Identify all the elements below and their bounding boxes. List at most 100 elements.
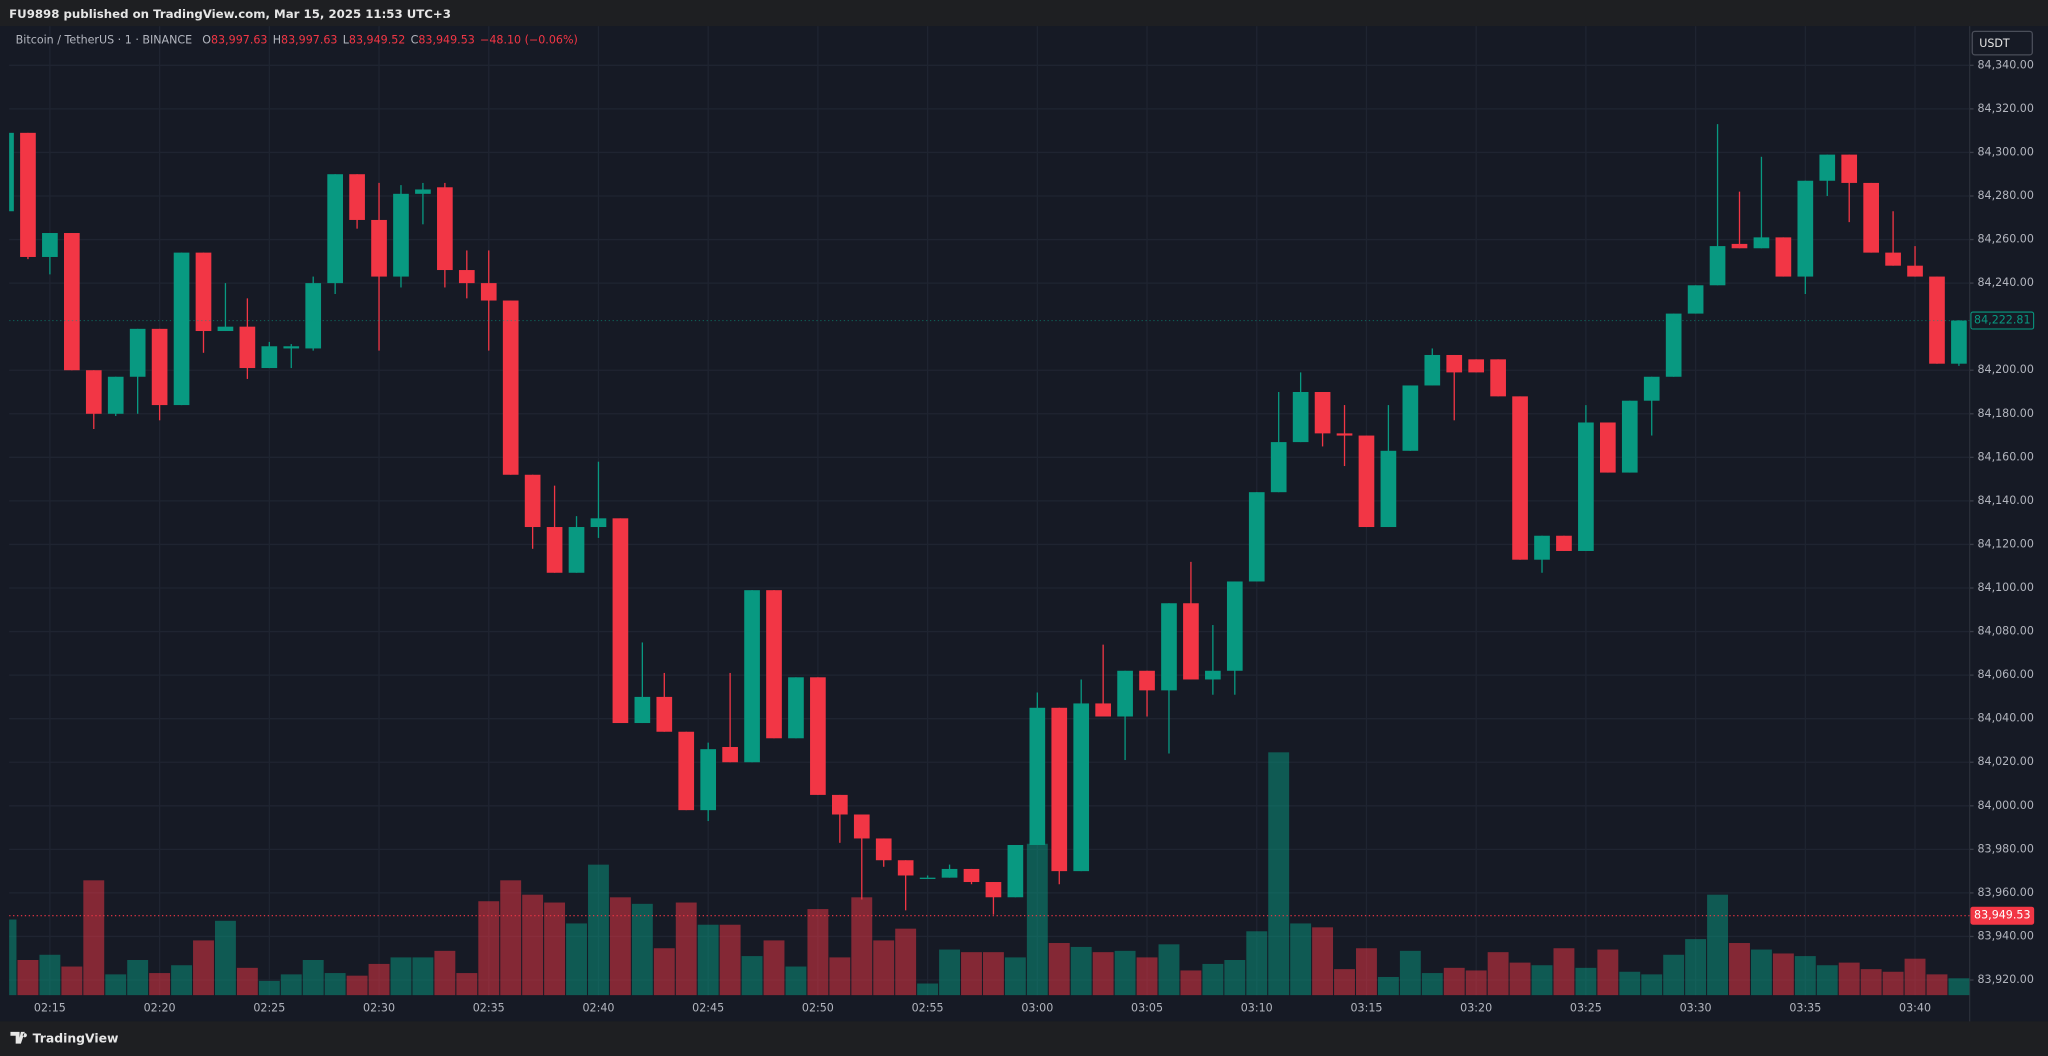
volume-bar bbox=[1926, 974, 1948, 996]
candle-body bbox=[1841, 154, 1858, 183]
candle-body bbox=[415, 189, 431, 194]
candle-body bbox=[1424, 354, 1441, 386]
volume-bar bbox=[478, 901, 500, 996]
volume-bar bbox=[741, 956, 763, 996]
candle-body bbox=[1095, 703, 1111, 717]
candle-body bbox=[590, 518, 607, 528]
candle-body bbox=[1161, 603, 1177, 691]
candle-body bbox=[1402, 385, 1419, 451]
volume-bar bbox=[522, 894, 544, 996]
candle-body bbox=[480, 283, 497, 301]
bottom-bar bbox=[0, 1021, 2048, 1056]
legend-change: −48.10 (−0.06%) bbox=[480, 33, 578, 46]
volume-bar bbox=[1619, 971, 1641, 996]
candle-body bbox=[1621, 400, 1638, 473]
header: FU9898 published on TradingView.com, Mar… bbox=[9, 7, 451, 21]
candle-body bbox=[832, 794, 848, 815]
x-tick-label: 02:20 bbox=[144, 1001, 176, 1014]
top-bar bbox=[0, 0, 2048, 27]
volume-bar bbox=[851, 897, 873, 996]
x-tick-label: 03:15 bbox=[1350, 1001, 1382, 1014]
candle-body bbox=[1819, 154, 1836, 181]
candle-body bbox=[568, 527, 585, 573]
volume-bar bbox=[1794, 956, 1816, 996]
candle-body bbox=[305, 283, 322, 349]
volume-bar bbox=[280, 974, 302, 996]
volume-bar bbox=[1707, 894, 1728, 996]
candle-body bbox=[1929, 276, 1945, 364]
volume-bar bbox=[719, 924, 741, 996]
candle-body bbox=[20, 132, 36, 257]
candle-body bbox=[1468, 359, 1485, 373]
y-tick-label: 84,280.00 bbox=[1977, 189, 2033, 202]
candle-body bbox=[1314, 392, 1331, 434]
x-tick-label: 02:55 bbox=[912, 1001, 944, 1014]
candle-body bbox=[853, 814, 870, 839]
volume-bar bbox=[214, 920, 236, 996]
y-tick-label: 84,020.00 bbox=[1977, 755, 2033, 768]
volume-bar bbox=[434, 950, 456, 996]
x-tick-label: 03:00 bbox=[1021, 1001, 1053, 1014]
volume-bar bbox=[1268, 752, 1290, 996]
y-tick-label: 84,260.00 bbox=[1977, 233, 2033, 246]
y-tick-label: 84,000.00 bbox=[1977, 799, 2033, 812]
volume-bar bbox=[1597, 949, 1619, 996]
volume-bar bbox=[1882, 971, 1904, 996]
y-tick-label: 84,140.00 bbox=[1977, 494, 2033, 507]
volume-bar bbox=[1772, 953, 1794, 996]
candle-body bbox=[788, 677, 804, 739]
volume-bar bbox=[1641, 974, 1663, 996]
volume-bar bbox=[127, 960, 149, 996]
volume-bar bbox=[17, 960, 39, 996]
candle-body bbox=[810, 677, 826, 795]
y-tick-label: 84,300.00 bbox=[1977, 145, 2033, 158]
y-tick-label: 84,180.00 bbox=[1977, 407, 2033, 420]
y-tick-label: 83,920.00 bbox=[1977, 973, 2033, 986]
candle-body bbox=[1687, 285, 1704, 314]
x-tick-label: 02:50 bbox=[802, 1001, 834, 1014]
y-tick-label: 84,320.00 bbox=[1977, 102, 2033, 115]
legend-key: H bbox=[273, 33, 281, 46]
candle-body bbox=[1665, 313, 1682, 377]
candle-body bbox=[897, 860, 914, 876]
y-tick-label: 84,120.00 bbox=[1977, 537, 2033, 550]
y-tick-label: 84,080.00 bbox=[1977, 625, 2033, 638]
volume-bar bbox=[1750, 949, 1772, 996]
candle-body bbox=[1226, 581, 1243, 671]
candle-body bbox=[941, 868, 958, 878]
volume-bar bbox=[1092, 952, 1114, 996]
volume-bar bbox=[61, 966, 83, 996]
candle-body bbox=[678, 731, 695, 811]
brand-logo bbox=[10, 1031, 27, 1044]
candle-body bbox=[612, 518, 629, 724]
candle-body bbox=[1139, 670, 1155, 691]
volume-bar bbox=[1663, 954, 1685, 996]
volume-bar bbox=[1158, 944, 1180, 996]
volume-bar bbox=[193, 940, 214, 996]
x-tick-label: 02:15 bbox=[34, 1001, 66, 1014]
candle-body bbox=[875, 838, 892, 861]
y-tick-label: 84,160.00 bbox=[1977, 450, 2033, 463]
x-tick-label: 02:30 bbox=[363, 1001, 395, 1014]
candle-body bbox=[261, 346, 278, 369]
volume-bar bbox=[1114, 950, 1136, 996]
candle-body bbox=[1292, 392, 1309, 443]
candle-body bbox=[656, 696, 673, 732]
candle-body bbox=[9, 132, 14, 212]
volume-bar bbox=[1443, 967, 1465, 996]
volume-bar bbox=[1838, 962, 1860, 996]
candle-body bbox=[1029, 707, 1046, 845]
volume-bar bbox=[1816, 965, 1838, 996]
y-tick-label: 84,040.00 bbox=[1977, 712, 2033, 725]
legend-value: 83,949.53 bbox=[418, 33, 474, 46]
candle-body bbox=[1556, 535, 1572, 551]
candle-body bbox=[42, 233, 58, 257]
volume-bar bbox=[895, 928, 917, 996]
volume-bar bbox=[324, 973, 346, 996]
candle-body bbox=[85, 370, 102, 414]
volume-bar bbox=[1509, 962, 1531, 996]
x-tick-label: 03:30 bbox=[1680, 1001, 1712, 1014]
volume-bar bbox=[1026, 843, 1048, 996]
volume-bar bbox=[785, 966, 807, 996]
